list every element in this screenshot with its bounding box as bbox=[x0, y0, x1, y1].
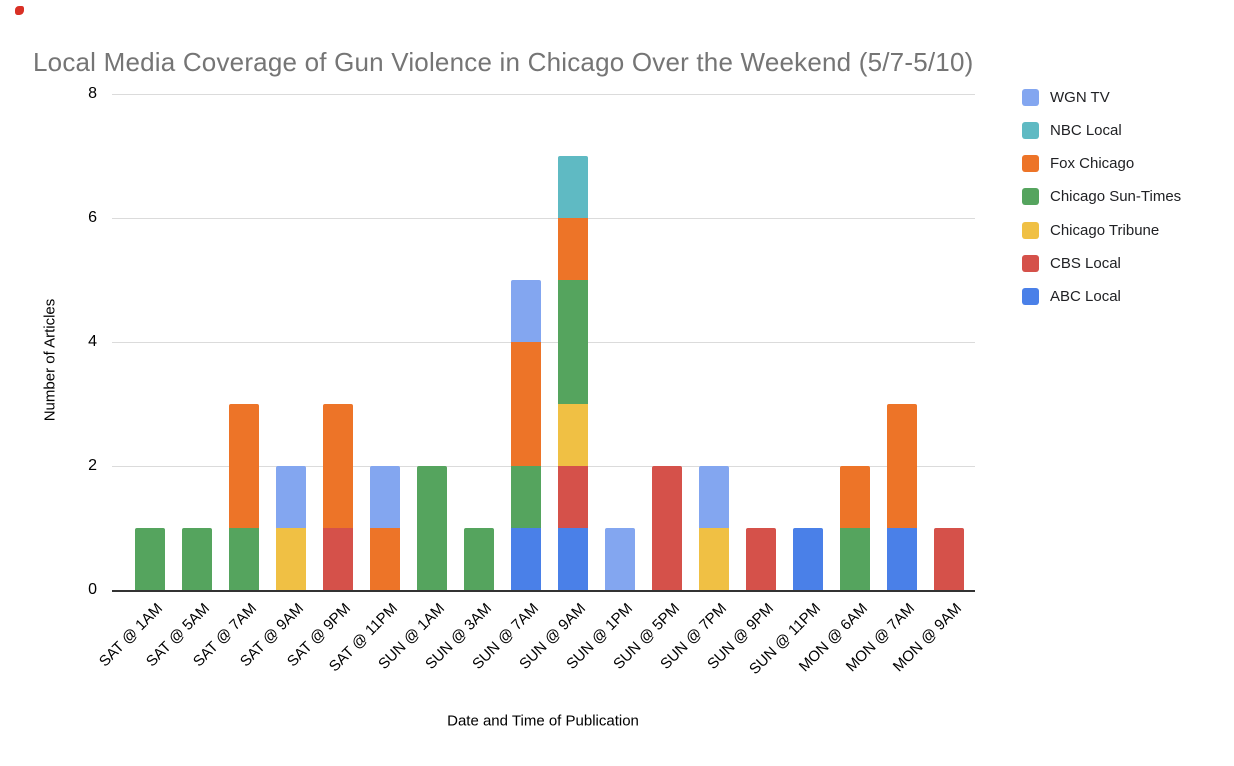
bar-segment-sun-7am-abc-local[interactable] bbox=[510, 528, 541, 590]
bar-segment-mon-7am-fox-chicago[interactable] bbox=[886, 404, 917, 528]
y-tick-label: 2 bbox=[88, 457, 97, 474]
bar-segment-sun-9am-nbc-local[interactable] bbox=[557, 156, 588, 218]
bar-segment-sat-9pm-cbs-local[interactable] bbox=[322, 528, 353, 590]
legend-label: WGN TV bbox=[1050, 88, 1110, 106]
legend-label: CBS Local bbox=[1050, 255, 1121, 272]
legend-item-chicago-tribune: Chicago Tribune bbox=[1022, 221, 1159, 239]
bar-segment-mon-9am-cbs-local[interactable] bbox=[933, 528, 964, 590]
bar-segment-mon-6am-chicago-sun-times[interactable] bbox=[839, 528, 870, 590]
gridline bbox=[112, 217, 975, 219]
bar-segment-sun-7am-wgn-tv[interactable] bbox=[510, 280, 541, 342]
bar-segment-mon-7am-abc-local[interactable] bbox=[886, 528, 917, 590]
legend-label: NBC Local bbox=[1050, 121, 1122, 139]
bar-segment-sun-3am-chicago-sun-times[interactable] bbox=[463, 528, 494, 590]
legend-swatch bbox=[1022, 121, 1039, 139]
gridline bbox=[112, 465, 975, 467]
bar-segment-sat-1am-chicago-sun-times[interactable] bbox=[134, 528, 165, 590]
bar-segment-sun-9am-chicago-tribune[interactable] bbox=[557, 404, 588, 466]
bar-segment-sun-11pm-abc-local[interactable] bbox=[792, 528, 823, 590]
y-tick-label: 4 bbox=[88, 333, 97, 350]
legend-item-abc-local: ABC Local bbox=[1022, 288, 1121, 306]
legend-item-fox-chicago: Fox Chicago bbox=[1022, 155, 1134, 173]
bar-segment-sat-7am-chicago-sun-times[interactable] bbox=[228, 528, 259, 590]
legend-item-wgn-tv: WGN TV bbox=[1022, 88, 1110, 106]
legend-swatch bbox=[1022, 188, 1039, 206]
legend-swatch bbox=[1022, 221, 1039, 239]
legend-swatch bbox=[1022, 255, 1039, 272]
bar-segment-mon-6am-fox-chicago[interactable] bbox=[839, 466, 870, 528]
legend-label: Chicago Sun-Times bbox=[1050, 188, 1182, 206]
chart-title: Local Media Coverage of Gun Violence in … bbox=[33, 47, 974, 78]
bar-segment-sat-5am-chicago-sun-times[interactable] bbox=[181, 528, 212, 590]
legend: WGN TV NBC Local Fox Chicago Chicago Sun-Ti… bbox=[1022, 88, 1232, 408]
y-axis-title: Number of Articles bbox=[41, 298, 59, 422]
x-axis-tick-labels: SAT @ 1AM SAT @ 5AM SAT @ 7AM SAT @ 9AM SAT … bbox=[0, 600, 1234, 710]
bar-segment-sun-1am-chicago-sun-times[interactable] bbox=[416, 466, 447, 590]
bar-segment-sun-7pm-wgn-tv[interactable] bbox=[698, 466, 729, 528]
bar-segment-sat-9pm-fox-chicago[interactable] bbox=[322, 404, 353, 528]
plot-area bbox=[112, 93, 975, 592]
legend-label: ABC Local bbox=[1050, 288, 1121, 306]
bar-segment-sun-9am-chicago-sun-times[interactable] bbox=[557, 280, 588, 404]
bar-segment-sun-9am-fox-chicago[interactable] bbox=[557, 218, 588, 280]
legend-item-nbc-local: NBC Local bbox=[1022, 121, 1122, 139]
x-axis-title: Date and Time of Publication bbox=[447, 712, 639, 730]
bar-segment-sun-7pm-chicago-tribune[interactable] bbox=[698, 528, 729, 590]
bar-segment-sun-9pm-cbs-local[interactable] bbox=[745, 528, 776, 590]
y-tick-label: 0 bbox=[88, 581, 97, 598]
gridline bbox=[112, 93, 975, 95]
bar-segment-sun-5pm-cbs-local[interactable] bbox=[651, 466, 682, 590]
bar-segment-sun-1pm-wgn-tv[interactable] bbox=[604, 528, 635, 590]
legend-swatch bbox=[1022, 288, 1039, 306]
legend-label: Fox Chicago bbox=[1050, 155, 1135, 173]
y-axis-tick-labels: 0 2 4 6 8 bbox=[0, 0, 112, 620]
bar-segment-sat-9am-chicago-tribune[interactable] bbox=[275, 528, 306, 590]
bar-segment-sun-7am-fox-chicago[interactable] bbox=[510, 342, 541, 466]
legend-swatch bbox=[1022, 88, 1039, 106]
y-tick-label: 6 bbox=[88, 209, 97, 226]
legend-item-cbs-local: CBS Local bbox=[1022, 255, 1121, 273]
bar-segment-sun-9am-cbs-local[interactable] bbox=[557, 466, 588, 528]
bar-segment-sat-11pm-fox-chicago[interactable] bbox=[369, 528, 400, 590]
bar-segment-sun-9am-abc-local[interactable] bbox=[557, 528, 588, 590]
bar-segment-sat-9am-wgn-tv[interactable] bbox=[275, 466, 306, 528]
red-marker-dot bbox=[15, 6, 24, 15]
legend-item-chicago-sun-times: Chicago Sun-Times bbox=[1022, 188, 1181, 206]
y-tick-label: 8 bbox=[88, 85, 97, 102]
legend-label: Chicago Tribune bbox=[1050, 221, 1160, 239]
bar-segment-sat-11pm-wgn-tv[interactable] bbox=[369, 466, 400, 528]
legend-swatch bbox=[1022, 155, 1039, 173]
bar-segment-sat-7am-fox-chicago[interactable] bbox=[228, 404, 259, 528]
bar-segment-sun-7am-chicago-sun-times[interactable] bbox=[510, 466, 541, 528]
gridline bbox=[112, 341, 975, 343]
